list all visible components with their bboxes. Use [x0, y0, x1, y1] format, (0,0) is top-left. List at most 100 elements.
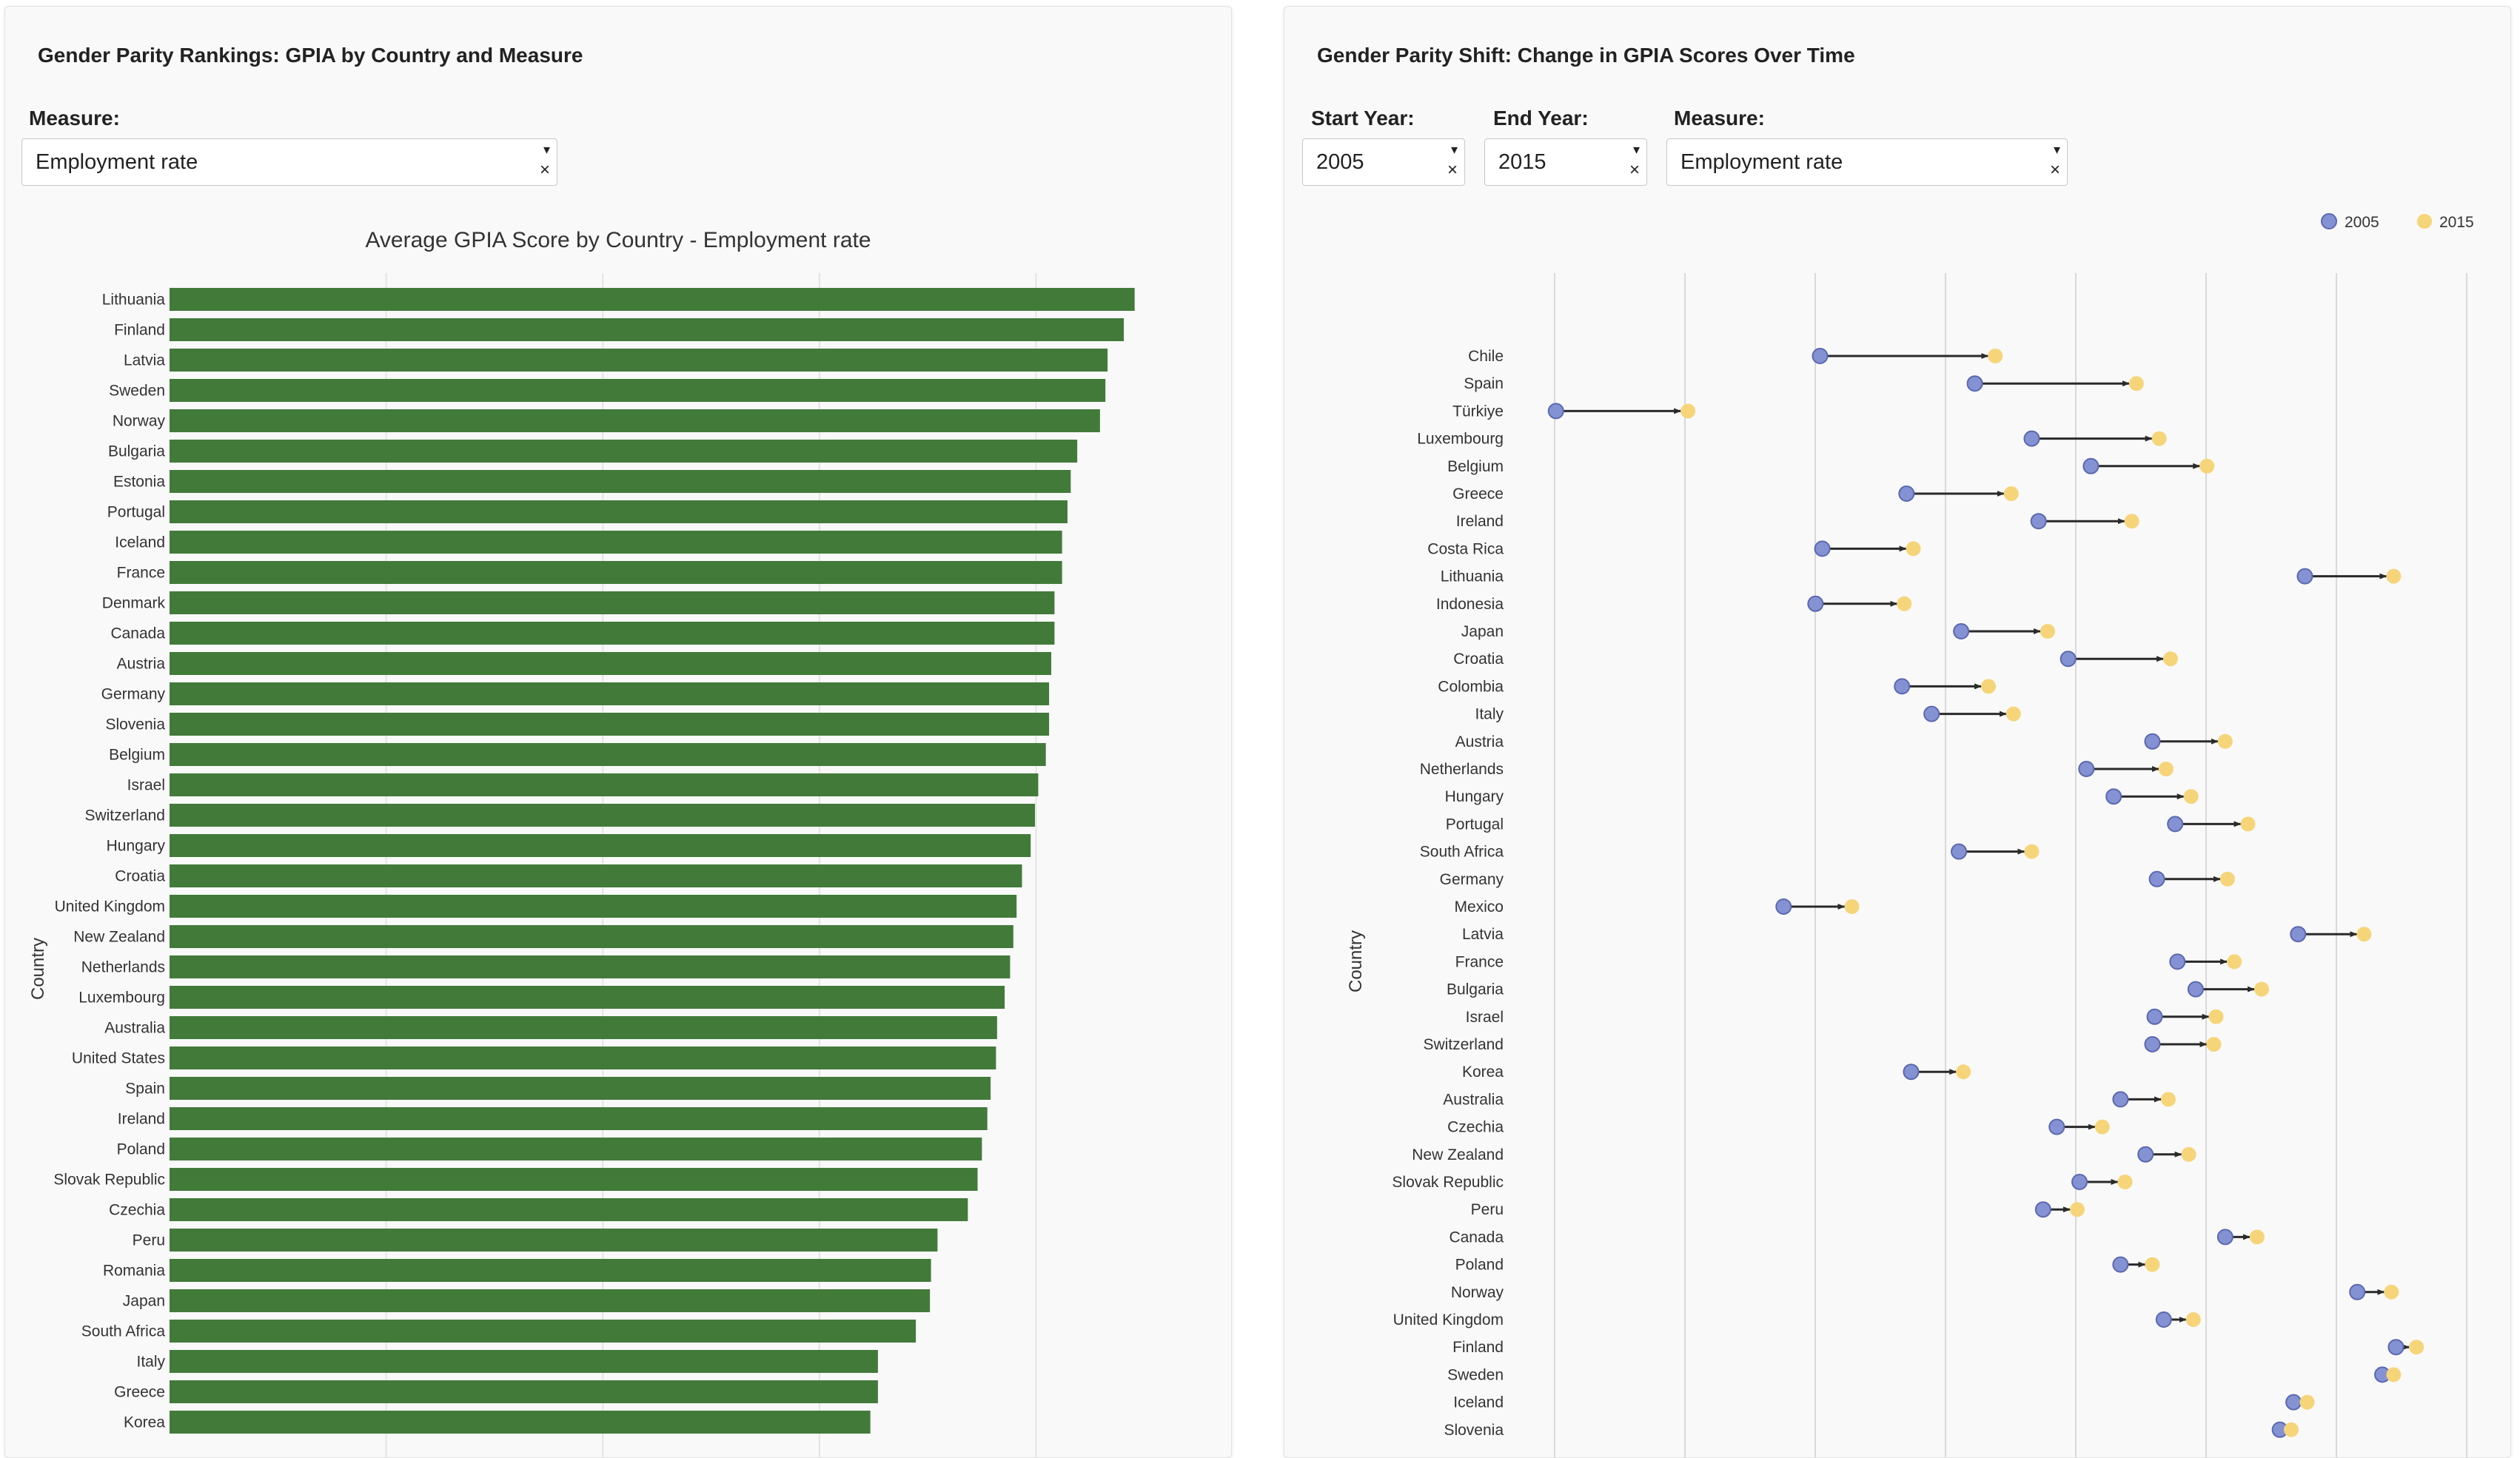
y-tick-label: Switzerland [1423, 1036, 1504, 1053]
bar [170, 591, 1055, 614]
chevron-down-icon[interactable]: ▾ [543, 142, 550, 157]
end-point [2206, 1037, 2222, 1052]
gpia-rankings-panel: Gender Parity Rankings: GPIA by Country … [4, 6, 1232, 1458]
end-point [2003, 486, 2019, 501]
end-point [2356, 927, 2372, 942]
end-point [1981, 679, 1997, 694]
bar [170, 1380, 878, 1403]
y-tick-label: United Kingdom [55, 898, 165, 916]
start-point [2060, 651, 2077, 668]
end-point [2151, 431, 2167, 446]
start-point [2030, 513, 2047, 530]
start-year-dropdown[interactable]: 2005 ▾ × [1302, 138, 1465, 186]
y-tick-label: Italy [1475, 706, 1504, 723]
y-tick-label: Slovenia [105, 716, 165, 733]
end-point [1988, 349, 2003, 363]
y-tick-label: Ireland [1456, 513, 1504, 530]
end-point [2117, 1175, 2133, 1189]
end-point [2384, 1284, 2399, 1300]
start-point [2146, 1008, 2163, 1025]
bar [170, 713, 1050, 736]
start-point [2148, 870, 2165, 887]
start-point [2216, 1229, 2234, 1246]
y-tick-label: Iceland [115, 534, 165, 551]
bar [170, 1411, 871, 1434]
bar [170, 561, 1062, 584]
end-point [2005, 706, 2021, 722]
bar [170, 1138, 982, 1160]
start-point [2137, 1146, 2154, 1163]
measure-dropdown[interactable]: Employment rate ▾ × [1666, 138, 2068, 186]
y-tick-label: Portugal [107, 504, 165, 521]
clear-icon[interactable]: × [1629, 160, 1640, 180]
clear-icon[interactable]: × [2049, 160, 2060, 180]
start-point [2285, 1394, 2302, 1411]
end-point [2254, 981, 2270, 997]
end-point [2386, 1367, 2402, 1383]
y-tick-label: Czechia [1447, 1119, 1504, 1136]
chevron-down-icon[interactable]: ▾ [1450, 142, 1458, 157]
y-tick-label: Norway [1451, 1284, 1504, 1301]
end-point [2160, 1092, 2176, 1107]
end-point [2249, 1229, 2265, 1245]
y-axis-label: Country [1346, 930, 1366, 992]
start-point [2349, 1283, 2366, 1300]
y-tick-label: Spain [1464, 375, 1504, 392]
y-tick-label: Poland [117, 1141, 165, 1158]
bar [170, 470, 1071, 493]
measure-dropdown-value: Employment rate [36, 150, 198, 174]
y-tick-label: Lithuania [1441, 568, 1504, 585]
start-point [1966, 375, 1983, 392]
y-tick-label: Sweden [1447, 1366, 1504, 1383]
gpia-shift-panel: Gender Parity Shift: Change in GPIA Scor… [1284, 6, 2511, 1458]
start-point [1903, 1064, 1920, 1081]
measure-dropdown[interactable]: Employment rate ▾ × [21, 138, 557, 186]
bar [170, 409, 1100, 432]
bar [170, 652, 1052, 675]
end-point [1906, 541, 1921, 557]
chevron-down-icon[interactable]: ▾ [2053, 142, 2060, 157]
end-point [2409, 1340, 2425, 1355]
clear-icon[interactable]: × [1447, 160, 1458, 180]
y-tick-label: United States [72, 1050, 165, 1067]
y-tick-label: South Africa [1420, 844, 1504, 861]
y-tick-label: Australia [1443, 1091, 1504, 1108]
start-point [2296, 568, 2313, 585]
start-point [2155, 1311, 2172, 1328]
y-tick-label: Colombia [1438, 678, 1504, 695]
y-tick-label: Peru [133, 1232, 165, 1249]
y-tick-label: Mexico [1454, 898, 1504, 916]
legend-label-end: 2015 [2439, 214, 2474, 231]
y-tick-label: Germany [101, 686, 166, 703]
bar [170, 773, 1039, 796]
y-tick-label: Hungary [1445, 788, 1504, 805]
y-tick-label: Korea [124, 1414, 165, 1431]
dumbbell-chart: 2005 2015 Country Chile Spain Türkiye Luxem… [1346, 213, 2474, 1457]
bar [170, 1077, 991, 1100]
end-year-dropdown[interactable]: 2015 ▾ × [1484, 138, 1647, 186]
chevron-down-icon[interactable]: ▾ [1632, 142, 1640, 157]
y-tick-label: New Zealand [73, 929, 165, 946]
bar [170, 500, 1068, 523]
y-tick-label: Canada [110, 625, 165, 642]
y-tick-label: New Zealand [1412, 1146, 1504, 1163]
start-point [2144, 1036, 2161, 1052]
start-point [2105, 788, 2122, 805]
end-point [2219, 871, 2235, 887]
y-tick-label: Norway [113, 413, 166, 430]
y-tick-label: Chile [1468, 348, 1504, 365]
y-tick-label: Netherlands [81, 959, 165, 976]
y-axis-label: Country [28, 938, 48, 1000]
start-point [2071, 1174, 2088, 1190]
start-year-value: 2005 [1316, 150, 1364, 174]
start-point [2023, 430, 2040, 447]
legend: 2005 2015 [2321, 213, 2474, 231]
bar [170, 1107, 988, 1130]
clear-icon[interactable]: × [539, 160, 550, 180]
end-point [1897, 596, 1912, 611]
y-tick-label: Greece [1452, 486, 1504, 503]
chart-title: Average GPIA Score by Country - Employme… [365, 228, 871, 252]
y-tick-label: Peru [1471, 1201, 1504, 1218]
bar [170, 531, 1062, 554]
y-tick-label: Luxembourg [78, 990, 165, 1007]
